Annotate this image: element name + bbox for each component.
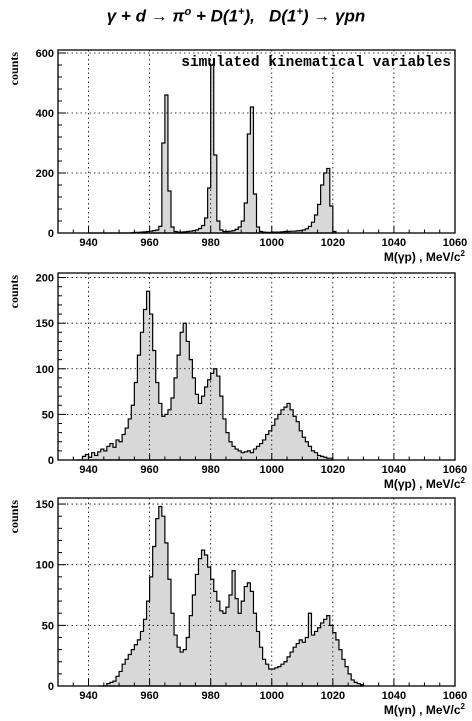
x-axis-title-sup: 2 [461, 476, 466, 485]
histogram-series [97, 505, 364, 687]
x-tick-label: 1040 [382, 464, 406, 476]
x-axis-title-text: M(γp) , MeV/c [384, 477, 461, 491]
x-tick-label: 980 [202, 237, 220, 249]
x-tick-label: 1060 [443, 237, 467, 249]
histogram-series [88, 64, 337, 234]
y-tick-label: 150 [36, 499, 54, 511]
y-tick-label: 200 [36, 273, 54, 285]
x-axis-title: M(γp) , MeV/c2 [384, 476, 466, 491]
x-tick-label: 940 [79, 690, 97, 702]
x-axis-title-text: M(γp) , MeV/c [384, 250, 461, 264]
x-axis-title-sup: 2 [461, 249, 466, 258]
x-tick-label: 940 [79, 464, 97, 476]
y-tick-label: 0 [48, 455, 54, 467]
y-tick-label: 100 [36, 560, 54, 572]
x-axis-title: M(γp) , MeV/c2 [384, 249, 466, 264]
plot-frame [57, 272, 456, 461]
x-tick-label: 1040 [382, 237, 406, 249]
x-tick-label: 1060 [443, 690, 467, 702]
page-title: γ + d → πo + D(1+), D(1+) → γpn [106, 6, 366, 26]
panel-middle: 940 960 980 1000 1020 1040 1060 0 50 100 150 200 cou… [7, 272, 467, 491]
panel-bottom: 940 960 980 1000 1020 1040 1060 0 50 100 150 counts… [7, 497, 467, 717]
x-axis-title: M(γn) , MeV/c2 [384, 702, 466, 717]
y-tick-label: 50 [42, 620, 54, 632]
y-tick-label: 0 [48, 681, 54, 693]
y-axis-title: counts [7, 275, 21, 309]
x-tick-label: 960 [140, 464, 158, 476]
x-tick-label: 980 [202, 690, 220, 702]
y-tick-label: 50 [42, 409, 54, 421]
y-tick-label: 100 [36, 364, 54, 376]
x-tick-label: 1000 [260, 690, 284, 702]
panel-top: 940 960 980 1000 1020 1040 1060 0 200 400 600 count… [7, 48, 467, 264]
x-tick-label: 940 [79, 237, 97, 249]
y-tick-label: 0 [48, 228, 54, 240]
x-tick-label: 1000 [260, 464, 284, 476]
y-tick-label: 400 [36, 108, 54, 120]
x-axis-title-sup: 2 [461, 702, 466, 711]
x-tick-label: 960 [140, 237, 158, 249]
x-tick-label: 1020 [321, 464, 345, 476]
y-axis-title: counts [7, 500, 21, 534]
annotation-text: simulated kinematical variables [181, 55, 451, 71]
x-axis-title-text: M(γn) , MeV/c [384, 703, 461, 717]
y-tick-label: 200 [36, 168, 54, 180]
y-tick-label: 150 [36, 318, 54, 330]
x-tick-label: 1040 [382, 690, 406, 702]
x-tick-label: 1020 [321, 690, 345, 702]
x-tick-label: 1060 [443, 464, 467, 476]
y-axis-title: counts [7, 52, 21, 86]
x-tick-label: 1020 [321, 237, 345, 249]
y-tick-label: 600 [36, 48, 54, 60]
x-tick-label: 960 [140, 690, 158, 702]
x-tick-label: 980 [202, 464, 220, 476]
x-tick-label: 1000 [260, 237, 284, 249]
histogram-series [76, 290, 334, 461]
